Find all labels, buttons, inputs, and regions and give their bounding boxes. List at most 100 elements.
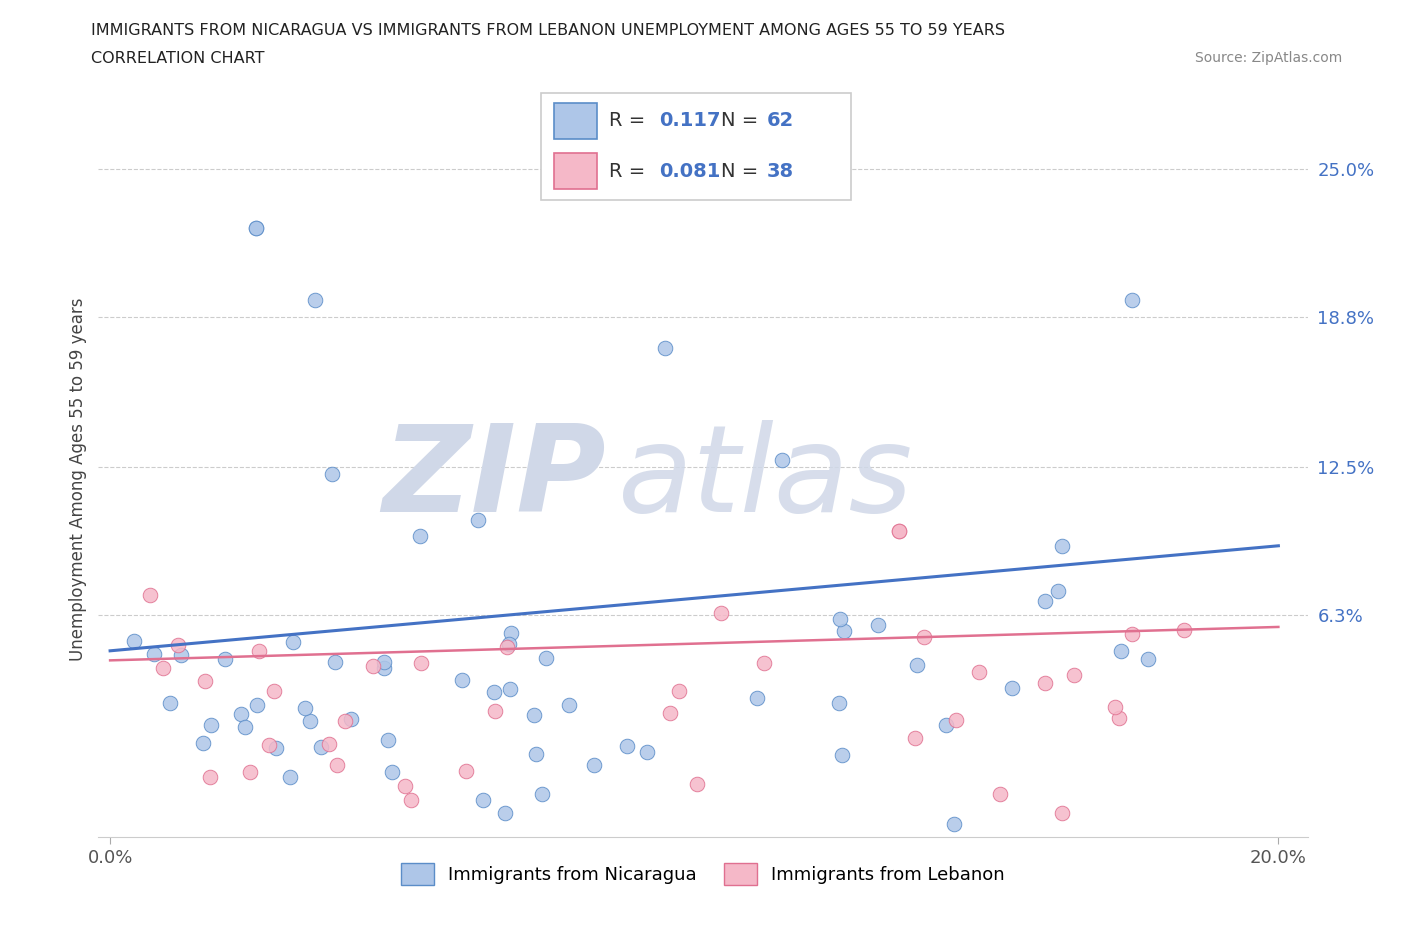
Point — [451, 673, 474, 688]
Point — [494, 806, 516, 821]
Point — [247, 644, 270, 658]
Point — [278, 769, 301, 784]
Point — [394, 778, 416, 793]
Point — [409, 529, 432, 544]
Point — [616, 738, 638, 753]
Point — [1111, 644, 1133, 658]
Point — [904, 731, 927, 746]
Text: atlas: atlas — [619, 420, 914, 538]
Point — [523, 708, 546, 723]
Point — [945, 712, 967, 727]
Text: ZIP: ZIP — [382, 420, 606, 538]
FancyBboxPatch shape — [541, 93, 851, 200]
Point — [411, 656, 433, 671]
Point — [654, 340, 676, 355]
Point — [1173, 623, 1195, 638]
Point — [309, 740, 332, 755]
Point — [335, 714, 357, 729]
Text: R =: R = — [609, 112, 652, 130]
Point — [1033, 675, 1056, 690]
Point — [754, 656, 776, 671]
Point — [943, 817, 966, 831]
Point — [340, 711, 363, 726]
Point — [169, 647, 191, 662]
Point — [361, 659, 384, 674]
Point — [828, 696, 851, 711]
Point — [467, 512, 489, 527]
Text: Source: ZipAtlas.com: Source: ZipAtlas.com — [1195, 51, 1343, 65]
Point — [1121, 627, 1143, 642]
Point — [887, 524, 910, 538]
Point — [191, 736, 214, 751]
Point — [214, 651, 236, 666]
Point — [142, 646, 165, 661]
Point — [257, 737, 280, 752]
Point — [304, 293, 326, 308]
Point — [167, 637, 190, 652]
Legend: Immigrants from Nicaragua, Immigrants from Lebanon: Immigrants from Nicaragua, Immigrants fr… — [394, 856, 1012, 893]
Point — [373, 660, 395, 675]
Point — [321, 467, 343, 482]
FancyBboxPatch shape — [554, 153, 598, 190]
Text: IMMIGRANTS FROM NICARAGUA VS IMMIGRANTS FROM LEBANON UNEMPLOYMENT AMONG AGES 55 : IMMIGRANTS FROM NICARAGUA VS IMMIGRANTS … — [91, 23, 1005, 38]
Point — [159, 696, 181, 711]
Point — [866, 618, 889, 632]
Point — [534, 650, 557, 665]
Point — [583, 758, 606, 773]
Text: 0.117: 0.117 — [659, 112, 720, 130]
Text: R =: R = — [609, 162, 652, 180]
Point — [499, 626, 522, 641]
Point — [832, 624, 855, 639]
Point — [1033, 593, 1056, 608]
Point — [239, 764, 262, 779]
Point — [1137, 652, 1160, 667]
Point — [381, 764, 404, 779]
Text: 0.081: 0.081 — [659, 162, 720, 180]
Point — [246, 698, 269, 712]
Point — [912, 630, 935, 644]
Text: N =: N = — [721, 112, 765, 130]
Point — [686, 777, 709, 791]
Point — [401, 792, 423, 807]
Point — [1052, 805, 1074, 820]
Point — [1052, 538, 1074, 553]
Point — [152, 660, 174, 675]
Point — [495, 640, 517, 655]
Point — [377, 732, 399, 747]
Point — [1001, 681, 1024, 696]
Point — [499, 682, 522, 697]
Point — [1047, 584, 1070, 599]
Point — [770, 452, 793, 467]
Point — [828, 612, 851, 627]
Text: N =: N = — [721, 162, 765, 180]
Point — [905, 658, 928, 672]
Point — [263, 684, 285, 698]
Point — [373, 655, 395, 670]
Point — [294, 700, 316, 715]
Point — [1063, 667, 1085, 682]
Point — [454, 764, 477, 778]
Point — [710, 606, 733, 621]
Y-axis label: Unemployment Among Ages 55 to 59 years: Unemployment Among Ages 55 to 59 years — [69, 298, 87, 660]
Point — [283, 635, 305, 650]
Point — [530, 787, 553, 802]
Point — [935, 717, 957, 732]
Text: CORRELATION CHART: CORRELATION CHART — [91, 51, 264, 66]
Point — [471, 793, 494, 808]
Point — [831, 748, 853, 763]
Point — [200, 717, 222, 732]
Point — [636, 744, 658, 759]
Point — [1121, 293, 1143, 308]
Point — [245, 220, 267, 235]
Point — [1104, 700, 1126, 715]
Point — [484, 704, 506, 719]
Point — [967, 665, 990, 680]
Point — [747, 691, 769, 706]
Point — [298, 713, 321, 728]
Text: 62: 62 — [768, 112, 794, 130]
Point — [231, 707, 253, 722]
Point — [325, 757, 347, 772]
Point — [990, 787, 1012, 802]
Point — [122, 634, 145, 649]
FancyBboxPatch shape — [554, 102, 598, 139]
